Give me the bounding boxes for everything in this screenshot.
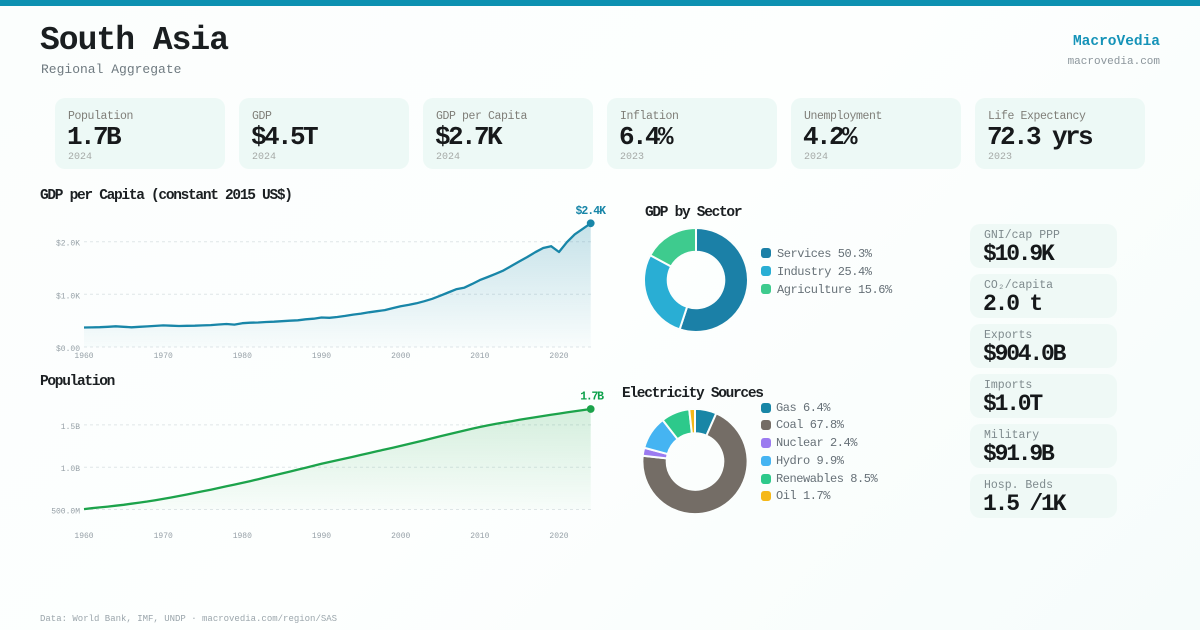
svg-text:1970: 1970 bbox=[154, 352, 173, 361]
svg-text:2020: 2020 bbox=[549, 532, 568, 541]
svg-text:1980: 1980 bbox=[233, 352, 252, 361]
svg-text:1990: 1990 bbox=[312, 532, 331, 541]
svg-text:1.5B: 1.5B bbox=[61, 423, 80, 432]
svg-text:2020: 2020 bbox=[549, 352, 568, 361]
svg-text:1980: 1980 bbox=[233, 532, 252, 541]
svg-text:1990: 1990 bbox=[312, 352, 331, 361]
svg-text:2000: 2000 bbox=[391, 532, 410, 541]
svg-text:2000: 2000 bbox=[391, 352, 410, 361]
svg-text:$2.0K: $2.0K bbox=[56, 240, 80, 249]
svg-text:2010: 2010 bbox=[470, 352, 489, 361]
svg-text:1.7B: 1.7B bbox=[580, 391, 604, 404]
svg-text:500.0M: 500.0M bbox=[51, 508, 80, 517]
svg-text:1960: 1960 bbox=[74, 532, 93, 541]
svg-text:$0.00: $0.00 bbox=[56, 345, 80, 354]
svg-text:$2.4K: $2.4K bbox=[575, 205, 606, 218]
svg-text:$1.0K: $1.0K bbox=[56, 292, 80, 301]
svg-text:1970: 1970 bbox=[154, 532, 173, 541]
svg-text:1960: 1960 bbox=[74, 352, 93, 361]
svg-text:2010: 2010 bbox=[470, 532, 489, 541]
svg-text:1.0B: 1.0B bbox=[61, 465, 80, 474]
